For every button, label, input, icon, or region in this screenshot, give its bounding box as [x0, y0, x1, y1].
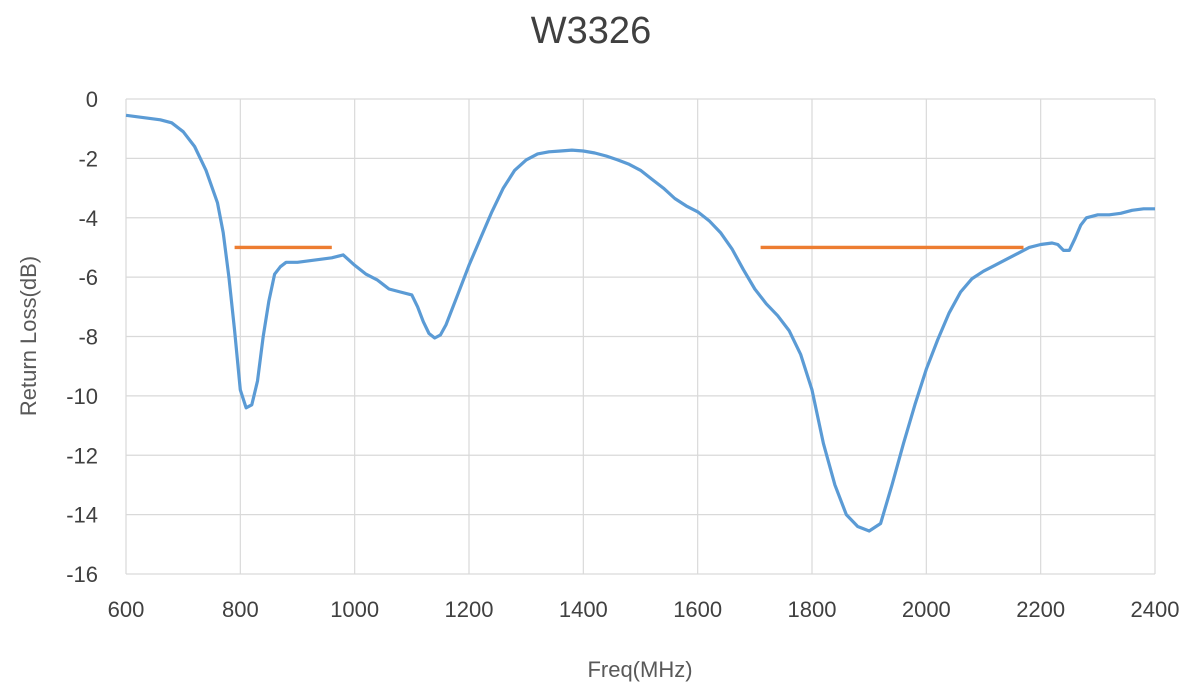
- y-tick-label: -16: [66, 562, 98, 587]
- y-tick-label: 0: [86, 87, 98, 112]
- plot-area: [125, 113, 1155, 533]
- y-tick-label: -14: [66, 503, 98, 528]
- x-tick-label: 800: [222, 597, 259, 622]
- x-tick-label: 2000: [902, 597, 951, 622]
- y-axis: 0 -2 -4 -6 -8 -10 -12 -14 -16: [66, 87, 98, 587]
- x-axis-title: Freq(MHz): [587, 657, 692, 682]
- y-axis-title: Return Loss(dB): [16, 256, 41, 416]
- x-tick-label: 2200: [1016, 597, 1065, 622]
- x-tick-label: 1600: [673, 597, 722, 622]
- y-tick-label: -8: [78, 325, 98, 350]
- x-tick-label: 1000: [330, 597, 379, 622]
- y-tick-label: -12: [66, 443, 98, 468]
- x-axis: 600 800 1000 1200 1400 1600 1800 2000 2200 2400: [108, 597, 1180, 622]
- x-tick-label: 600: [108, 597, 145, 622]
- x-tick-label: 1400: [559, 597, 608, 622]
- y-tick-label: -4: [78, 206, 98, 231]
- x-tick-label: 1200: [445, 597, 494, 622]
- x-tick-label: 2400: [1131, 597, 1180, 622]
- series-line-return-loss: [125, 113, 1155, 533]
- y-tick-label: -10: [66, 384, 98, 409]
- y-tick-label: -2: [78, 146, 98, 171]
- x-tick-label: 1800: [788, 597, 837, 622]
- gridlines: [125, 98, 1156, 575]
- y-tick-label: -6: [78, 265, 98, 290]
- chart-title: W3326: [531, 10, 651, 52]
